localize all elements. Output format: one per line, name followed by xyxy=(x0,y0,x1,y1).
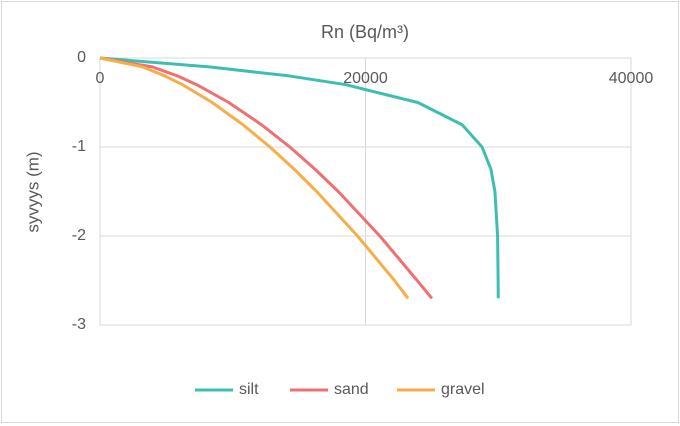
series-line xyxy=(99,56,434,300)
x-tick-label: 20000 xyxy=(343,70,388,87)
y-tick-label: -1 xyxy=(72,138,86,155)
y-tick-label: -2 xyxy=(72,227,86,244)
x-tick-label: 40000 xyxy=(609,70,654,87)
legend-label: gravel xyxy=(441,381,485,398)
series-line xyxy=(99,56,500,299)
series-line xyxy=(99,56,410,300)
y-axis-title: syvyys (m) xyxy=(23,151,42,232)
x-tick-label: 0 xyxy=(96,70,105,87)
legend-label: sand xyxy=(334,381,369,398)
chart-title: Rn (Bq/m³) xyxy=(321,22,409,42)
y-tick-label: -3 xyxy=(72,316,86,333)
legend-label: silt xyxy=(239,381,259,398)
y-tick-label: 0 xyxy=(77,49,86,66)
